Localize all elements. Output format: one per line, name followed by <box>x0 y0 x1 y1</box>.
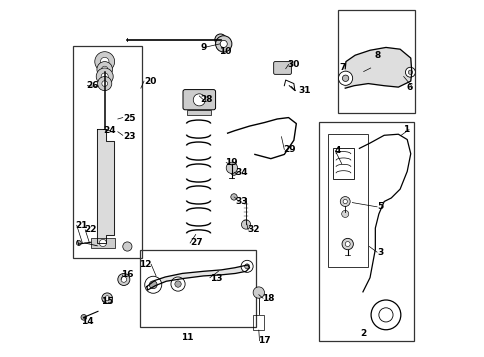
Text: 34: 34 <box>235 168 247 177</box>
Text: 16: 16 <box>121 270 134 279</box>
Circle shape <box>105 296 109 301</box>
Text: 30: 30 <box>287 60 300 69</box>
Bar <box>73 46 141 258</box>
Bar <box>140 250 256 327</box>
Text: 31: 31 <box>298 86 310 95</box>
Circle shape <box>122 242 132 251</box>
Polygon shape <box>96 129 114 243</box>
Text: 6: 6 <box>406 82 412 92</box>
Circle shape <box>101 73 108 80</box>
Text: 12: 12 <box>138 260 151 269</box>
Circle shape <box>230 194 237 200</box>
Text: 14: 14 <box>81 317 94 326</box>
Text: 25: 25 <box>122 115 135 124</box>
Circle shape <box>121 277 126 282</box>
Bar <box>91 238 115 247</box>
Text: 21: 21 <box>75 221 88 230</box>
Text: 32: 32 <box>247 225 260 234</box>
Text: 9: 9 <box>200 43 207 52</box>
Circle shape <box>215 36 231 52</box>
Polygon shape <box>147 265 249 290</box>
Circle shape <box>345 242 349 247</box>
Circle shape <box>175 281 181 287</box>
Circle shape <box>218 37 223 42</box>
Text: 10: 10 <box>219 47 231 56</box>
Circle shape <box>96 68 113 85</box>
Text: 23: 23 <box>122 132 135 141</box>
Circle shape <box>149 281 157 289</box>
Text: 26: 26 <box>86 81 98 90</box>
Circle shape <box>118 273 130 286</box>
Text: 20: 20 <box>144 77 156 86</box>
Text: 15: 15 <box>101 297 113 306</box>
Circle shape <box>226 162 237 174</box>
Circle shape <box>81 315 87 320</box>
Circle shape <box>230 169 237 175</box>
Text: 2: 2 <box>359 329 365 338</box>
Text: 11: 11 <box>181 333 194 342</box>
Circle shape <box>220 40 227 47</box>
Bar <box>186 110 210 115</box>
Circle shape <box>100 57 109 66</box>
Bar <box>337 10 414 113</box>
Circle shape <box>244 264 249 269</box>
Text: 18: 18 <box>262 294 274 303</box>
Text: 1: 1 <box>403 125 409 134</box>
Circle shape <box>102 293 112 303</box>
Bar <box>318 122 413 341</box>
Text: 29: 29 <box>283 145 295 154</box>
Polygon shape <box>345 47 411 88</box>
Bar <box>253 315 264 330</box>
Circle shape <box>342 200 347 203</box>
Circle shape <box>170 277 185 291</box>
Circle shape <box>253 287 264 298</box>
Circle shape <box>341 238 353 250</box>
Bar <box>333 149 353 178</box>
Text: 7: 7 <box>339 64 345 72</box>
Circle shape <box>97 76 111 91</box>
Text: 33: 33 <box>235 197 247 206</box>
Circle shape <box>94 52 114 71</box>
Circle shape <box>408 70 412 74</box>
Bar <box>328 134 367 267</box>
Circle shape <box>102 81 107 86</box>
Text: 3: 3 <box>377 248 382 257</box>
Circle shape <box>214 34 226 45</box>
Circle shape <box>241 260 253 272</box>
Circle shape <box>101 66 107 72</box>
Circle shape <box>241 220 250 229</box>
Circle shape <box>340 197 349 206</box>
Text: 19: 19 <box>225 158 238 167</box>
Text: 27: 27 <box>190 238 202 247</box>
Circle shape <box>76 241 81 246</box>
Circle shape <box>342 75 348 81</box>
Text: 4: 4 <box>334 146 340 155</box>
Text: 5: 5 <box>377 202 382 211</box>
FancyBboxPatch shape <box>182 90 215 110</box>
Circle shape <box>338 71 352 85</box>
Text: 13: 13 <box>210 274 222 283</box>
Text: 22: 22 <box>84 225 96 234</box>
Circle shape <box>97 62 112 77</box>
Text: 28: 28 <box>200 95 213 104</box>
Circle shape <box>341 210 348 217</box>
Circle shape <box>144 276 161 293</box>
Circle shape <box>193 94 205 106</box>
Text: 17: 17 <box>258 336 271 345</box>
FancyBboxPatch shape <box>273 62 291 74</box>
Text: 24: 24 <box>104 126 116 135</box>
Circle shape <box>405 67 414 77</box>
Circle shape <box>99 240 106 247</box>
Text: 8: 8 <box>374 51 380 60</box>
